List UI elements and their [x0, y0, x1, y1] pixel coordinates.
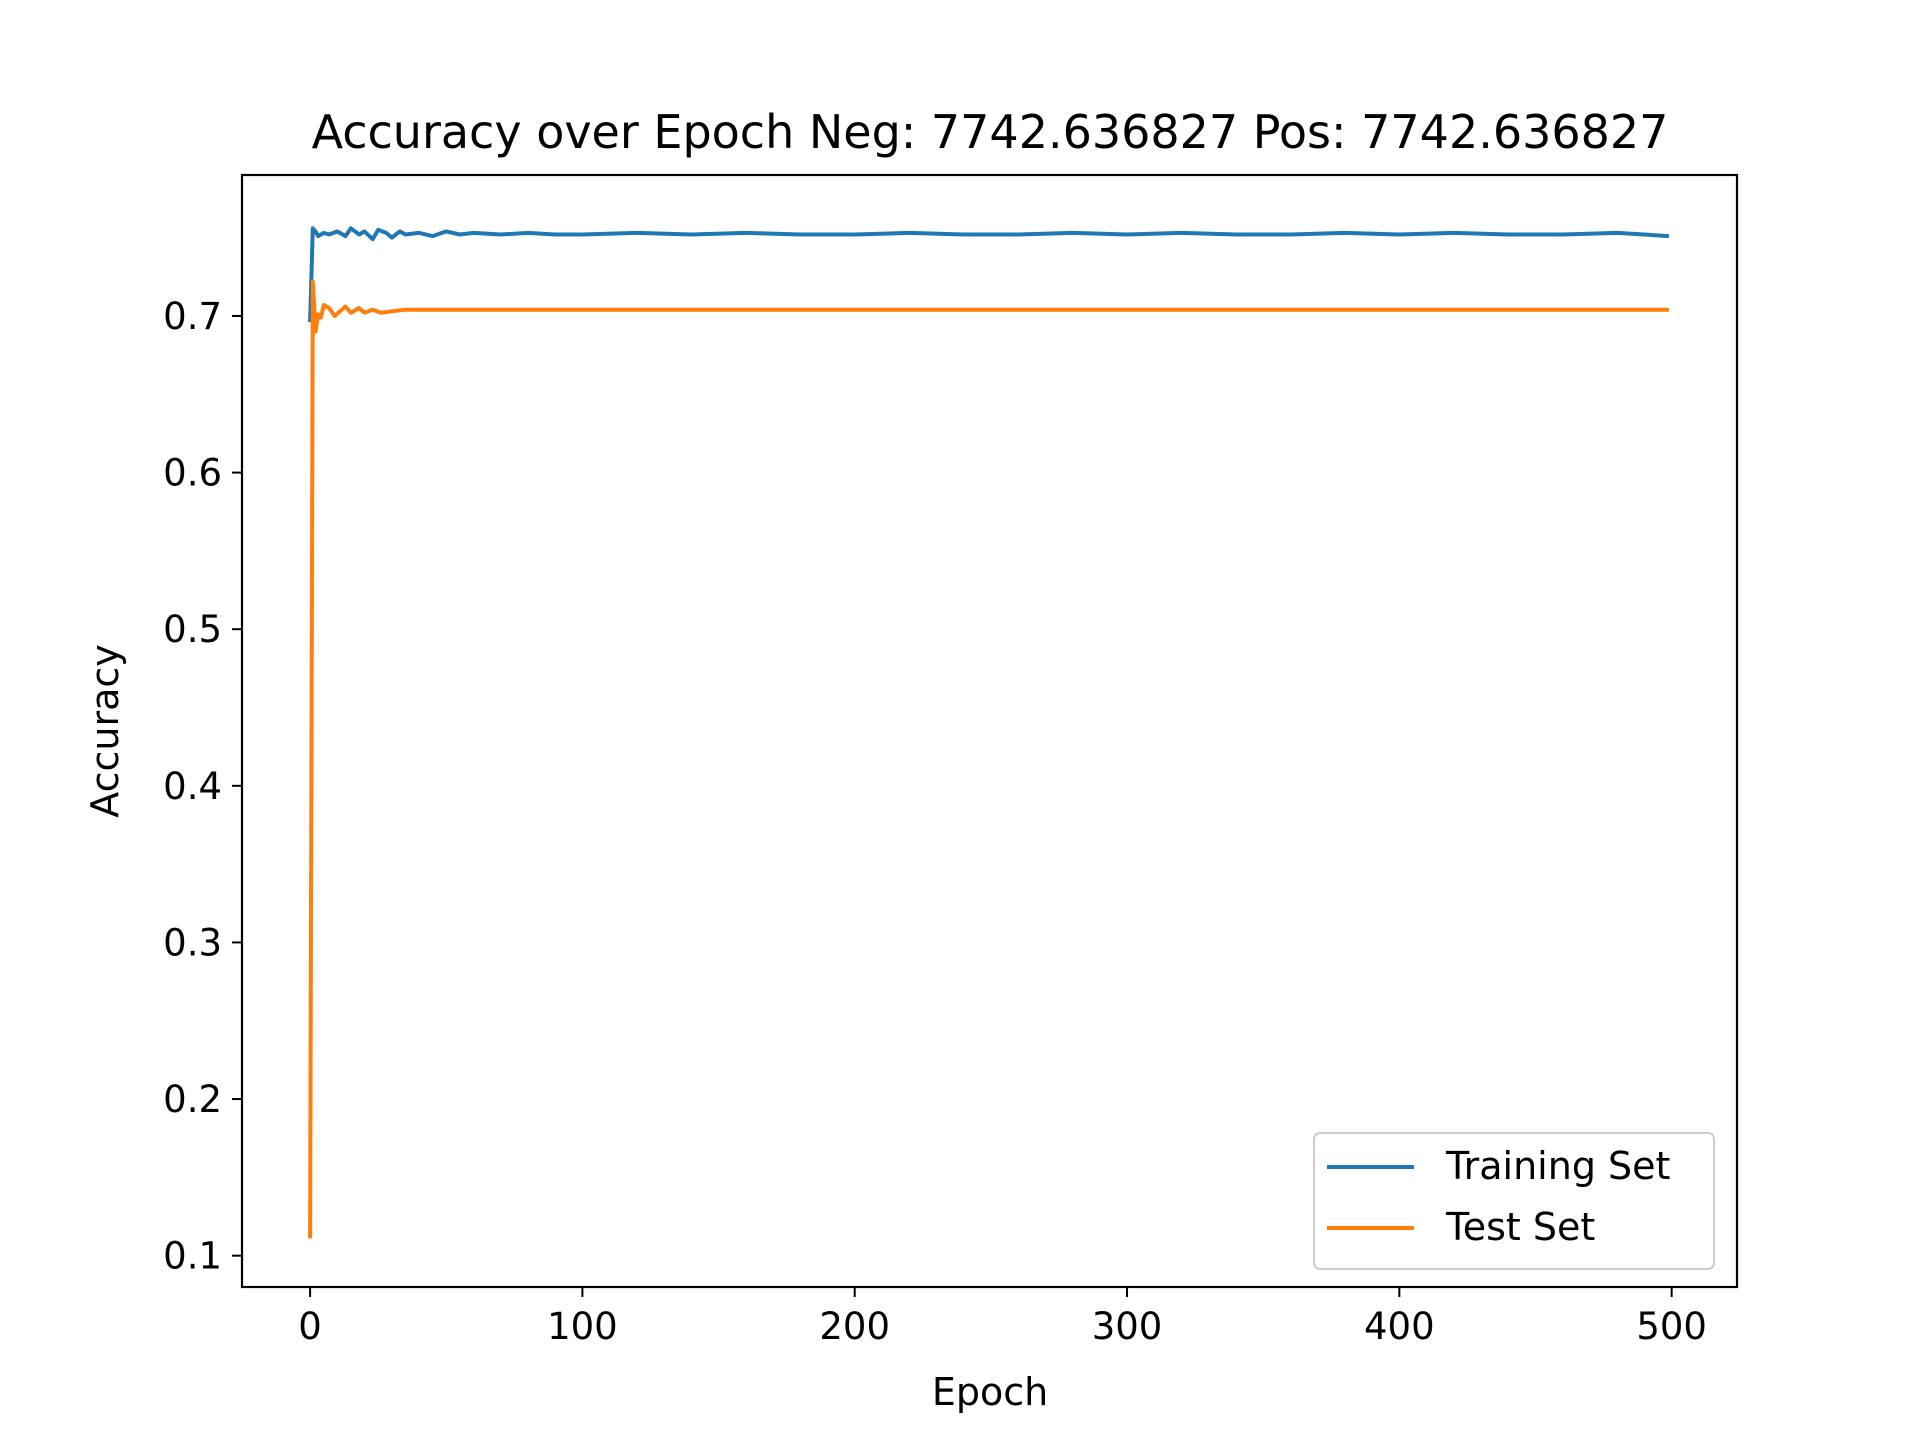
x-tick-label: 100 [547, 1305, 618, 1348]
y-tick-label: 0.3 [163, 921, 222, 964]
legend-label-test-set: Test Set [1445, 1205, 1595, 1249]
x-tick-label: 400 [1364, 1305, 1435, 1348]
y-tick-label: 0.7 [163, 295, 222, 338]
y-tick-label: 0.1 [163, 1235, 222, 1278]
series-line-training-set [308, 226, 1670, 323]
legend-label-training-set: Training Set [1445, 1144, 1670, 1188]
x-tick-label: 300 [1092, 1305, 1163, 1348]
y-tick-label: 0.6 [163, 452, 222, 495]
x-tick-label: 500 [1636, 1305, 1707, 1348]
y-tick-label: 0.2 [163, 1078, 222, 1121]
y-axis: 0.1 0.2 0.3 0.4 0.5 0.6 0.7 [163, 295, 242, 1278]
y-axis-label: Accuracy [83, 644, 127, 818]
x-axis: 0 100 200 300 400 500 [298, 1287, 1707, 1348]
series-line-test-set [308, 279, 1669, 1239]
y-tick-label: 0.4 [163, 765, 222, 808]
x-axis-label: Epoch [932, 1370, 1048, 1414]
legend: Training Set Test Set [1313, 1132, 1715, 1270]
y-tick-label: 0.5 [163, 608, 222, 651]
series-layer [308, 226, 1670, 1239]
plot-frame [240, 173, 1739, 1289]
x-tick-label: 0 [298, 1305, 322, 1348]
chart-title: Accuracy over Epoch Neg: 7742.636827 Pos… [312, 105, 1669, 159]
x-tick-label: 200 [819, 1305, 890, 1348]
